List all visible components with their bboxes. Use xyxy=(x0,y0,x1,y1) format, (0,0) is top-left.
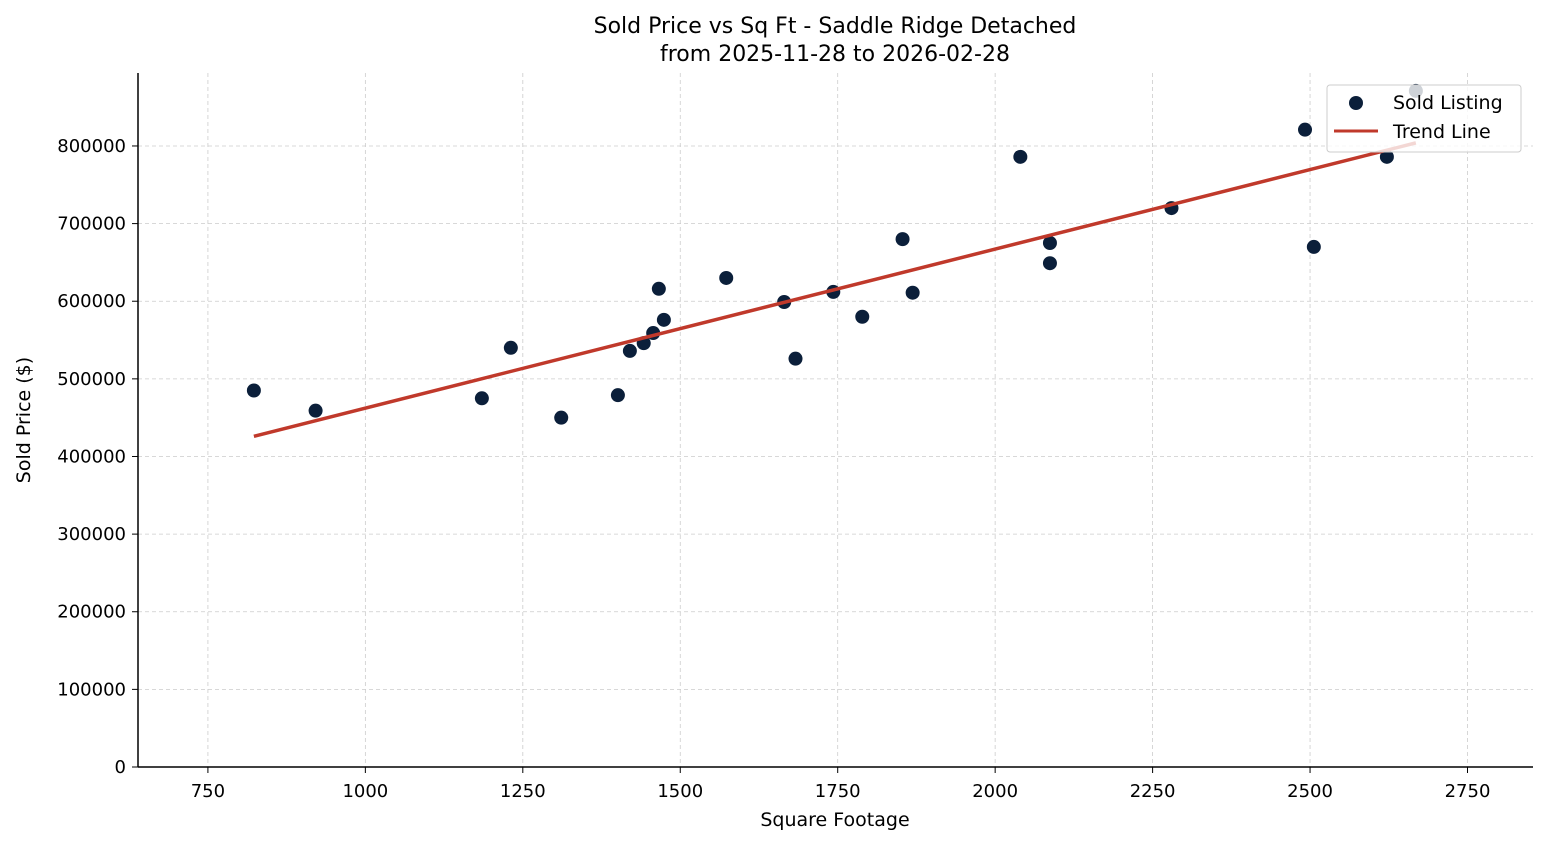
x-tick-label: 2750 xyxy=(1445,781,1491,802)
legend-label-trend-line: Trend Line xyxy=(1392,121,1491,143)
data-point xyxy=(308,403,323,418)
data-point xyxy=(656,312,671,327)
data-point xyxy=(622,343,637,358)
data-point xyxy=(1306,239,1321,254)
trend-line xyxy=(253,141,1417,438)
data-point xyxy=(788,351,803,366)
data-point xyxy=(474,391,489,406)
y-tick-label: 500000 xyxy=(57,369,126,390)
y-tick-label: 100000 xyxy=(57,679,126,700)
marks xyxy=(246,83,1423,438)
data-point xyxy=(651,281,666,296)
data-point xyxy=(610,388,625,403)
ticks: 750 1000 1250 1500 1750 2000 2250 2500 2750 0 1000… xyxy=(57,136,1490,802)
y-tick-label: 0 xyxy=(115,757,126,778)
x-tick-label: 2000 xyxy=(972,781,1018,802)
data-point xyxy=(1042,236,1057,251)
y-tick-label: 800000 xyxy=(57,136,126,157)
y-tick-label: 300000 xyxy=(57,524,126,545)
x-tick-label: 2250 xyxy=(1130,781,1176,802)
data-point xyxy=(1379,149,1394,164)
data-point xyxy=(719,270,734,285)
legend-box xyxy=(1326,84,1522,153)
legend-label-sold-listing: Sold Listing xyxy=(1393,92,1503,114)
x-axis-label: Square Footage xyxy=(760,809,909,831)
chart-title: Sold Price vs Sq Ft - Saddle Ridge Detac… xyxy=(594,14,1077,39)
x-tick-label: 1750 xyxy=(815,781,861,802)
data-point xyxy=(1298,122,1313,137)
y-tick-label: 600000 xyxy=(57,291,126,312)
y-axis-label: Sold Price ($) xyxy=(13,357,35,483)
y-tick-label: 700000 xyxy=(57,214,126,235)
x-tick-label: 1500 xyxy=(657,781,703,802)
x-tick-label: 750 xyxy=(191,781,225,802)
grid xyxy=(138,73,1533,768)
data-point xyxy=(1013,149,1028,164)
data-point xyxy=(905,285,920,300)
data-point xyxy=(895,232,910,247)
chart-subtitle: from 2025-11-28 to 2026-02-28 xyxy=(660,42,1010,67)
y-tick-label: 200000 xyxy=(57,602,126,623)
x-tick-label: 2500 xyxy=(1287,781,1333,802)
x-tick-label: 1000 xyxy=(342,781,388,802)
data-point xyxy=(246,383,261,398)
data-point xyxy=(855,309,870,324)
data-point xyxy=(503,340,518,355)
data-point xyxy=(554,410,569,425)
x-tick-label: 1250 xyxy=(500,781,546,802)
legend: Sold Listing Trend Line xyxy=(1326,84,1522,153)
y-tick-label: 400000 xyxy=(57,446,126,467)
data-point xyxy=(1042,256,1057,271)
legend-marker-sold-listing xyxy=(1349,96,1363,110)
